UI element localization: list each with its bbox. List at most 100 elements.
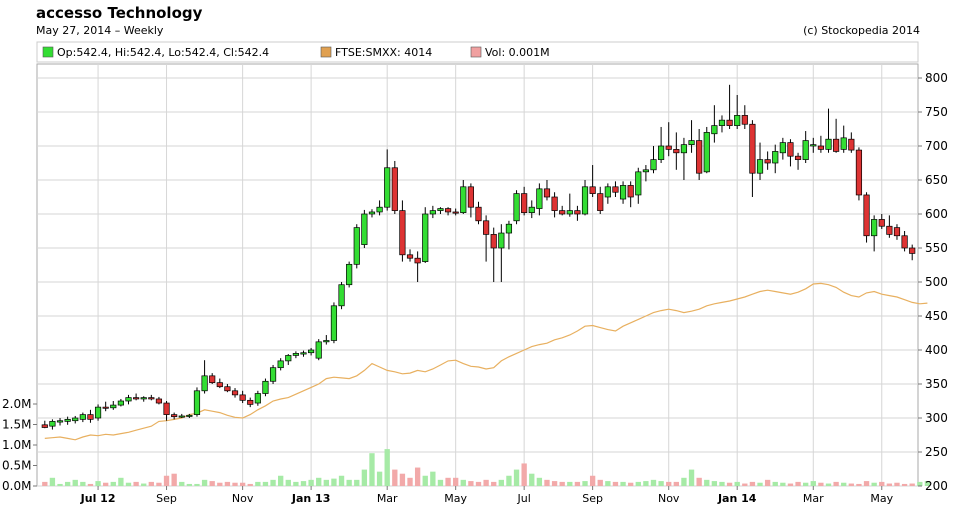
- candle-74: [604, 183, 611, 204]
- candle-body-86: [696, 140, 703, 174]
- volume-bar-52: [437, 479, 444, 486]
- volume-bar-41: [354, 479, 360, 486]
- candle-95: [764, 151, 771, 170]
- volume-bar-50: [422, 475, 428, 486]
- volume-bar-29: [262, 481, 269, 486]
- candle-4: [72, 415, 79, 424]
- candle-body-96: [772, 151, 779, 164]
- volume-bar-69: [567, 481, 573, 486]
- candle-body-62: [513, 193, 520, 222]
- volume-bar-30: [270, 479, 276, 486]
- price-tick-label-10: 700: [925, 139, 948, 153]
- candle-body-114: [909, 247, 916, 254]
- candle-21: [201, 360, 208, 394]
- candle-body-99: [794, 155, 802, 160]
- candle-body-70: [574, 210, 581, 215]
- candle-body-1: [49, 421, 56, 427]
- candle-100: [802, 131, 809, 163]
- candle-body-111: [886, 225, 893, 235]
- candle-53: [444, 207, 452, 216]
- candle-body-6: [87, 414, 94, 420]
- candle-73: [597, 186, 604, 214]
- candle-body-52: [437, 208, 444, 211]
- candle-42: [361, 209, 368, 248]
- volume-bar-107: [856, 483, 862, 486]
- candle-body-46: [391, 167, 398, 211]
- price-tick-label-11: 750: [925, 105, 948, 119]
- candle-body-26: [239, 394, 246, 401]
- candle-81: [658, 126, 665, 163]
- candle-body-54: [452, 211, 459, 214]
- month-label-1: Sep: [156, 492, 177, 505]
- volume-bar-68: [559, 481, 565, 486]
- price-tick-label-3: 350: [925, 377, 948, 391]
- candle-body-69: [566, 210, 573, 215]
- candle-84: [680, 137, 688, 180]
- candle-98: [787, 139, 794, 167]
- candle-54: [452, 208, 459, 216]
- candle-body-37: [323, 340, 330, 343]
- candle-55: [460, 180, 467, 214]
- candle-body-18: [178, 415, 185, 418]
- candle-28: [254, 390, 261, 406]
- volume-bar-114: [909, 483, 915, 486]
- candle-body-9: [110, 404, 117, 409]
- candle-97: [779, 137, 786, 160]
- candle-32: [285, 354, 292, 365]
- candle-body-27: [247, 399, 254, 405]
- candle-20: [193, 387, 201, 417]
- volume-bar-101: [810, 481, 816, 486]
- candle-body-17: [171, 414, 178, 417]
- candle-body-95: [764, 159, 771, 164]
- candle-body-56: [467, 186, 474, 208]
- volume-bar-56: [468, 481, 474, 486]
- candle-104: [833, 118, 840, 153]
- candle-78: [635, 167, 642, 204]
- candle-67: [551, 192, 558, 218]
- candle-110: [878, 214, 885, 229]
- candle-31: [277, 358, 284, 371]
- candle-22: [209, 373, 216, 384]
- volume-bar-95: [764, 479, 771, 486]
- candle-88: [711, 105, 718, 143]
- candle-40: [346, 261, 353, 288]
- candle-89: [718, 115, 726, 133]
- volume-bar-116: [924, 481, 931, 486]
- candle-109: [871, 215, 878, 252]
- candle-body-19: [186, 414, 193, 417]
- candle-34: [300, 350, 307, 357]
- volume-bar-11: [125, 482, 132, 486]
- volume-bar-73: [597, 479, 603, 486]
- candle-body-50: [422, 213, 429, 262]
- volume-bar-105: [841, 482, 847, 486]
- month-label-7: Sep: [582, 492, 603, 505]
- volume-bar-112: [894, 482, 900, 486]
- candle-body-91: [734, 115, 741, 126]
- volume-bar-14: [148, 481, 154, 486]
- candle-body-65: [536, 188, 543, 209]
- candle-9: [110, 401, 117, 410]
- volume-bar-85: [688, 469, 695, 486]
- volume-bar-62: [513, 469, 520, 486]
- month-label-10: Mar: [803, 492, 824, 505]
- volume-bar-4: [72, 479, 78, 486]
- volume-bar-99: [795, 481, 801, 486]
- candle-105: [840, 125, 847, 153]
- candle-body-23: [216, 382, 223, 388]
- candle-15: [155, 396, 163, 405]
- candle-83: [673, 132, 680, 170]
- candle-body-33: [292, 353, 299, 356]
- candle-6: [87, 409, 94, 423]
- candle-46: [391, 160, 398, 214]
- candle-17: [171, 412, 178, 420]
- volume-bar-17: [171, 473, 177, 486]
- candle-2: [56, 418, 64, 426]
- volume-bar-42: [361, 469, 368, 486]
- volume-bar-51: [430, 471, 436, 486]
- volume-bar-28: [255, 481, 261, 486]
- candle-10: [117, 398, 124, 407]
- price-tick-label-9: 650: [925, 173, 948, 187]
- volume-bar-61: [506, 475, 512, 486]
- candle-27: [247, 397, 254, 408]
- candle-body-93: [749, 123, 756, 174]
